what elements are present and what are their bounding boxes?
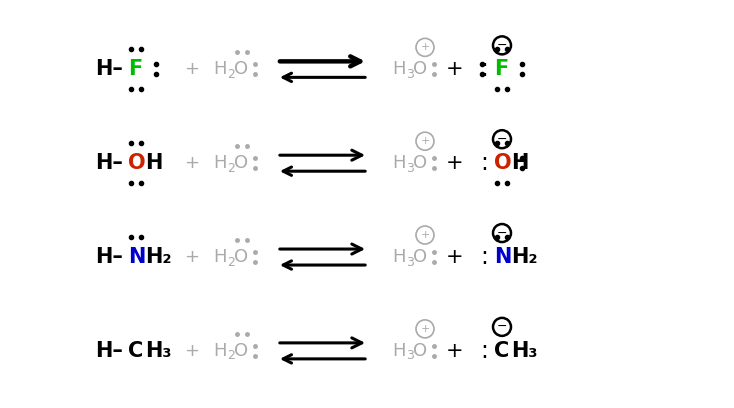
Text: :: :: [480, 245, 488, 269]
Text: :: :: [480, 151, 488, 175]
Text: +: +: [446, 59, 464, 80]
Text: H–: H–: [95, 59, 123, 80]
Text: 3: 3: [406, 162, 414, 175]
Text: +: +: [184, 248, 200, 266]
Text: H: H: [392, 342, 405, 360]
Text: 3: 3: [406, 349, 414, 362]
Text: F: F: [494, 59, 508, 80]
Text: H₂: H₂: [145, 247, 172, 267]
Text: H: H: [213, 248, 227, 266]
Text: :: :: [480, 58, 488, 81]
Text: 2: 2: [227, 349, 235, 362]
Text: +: +: [421, 136, 429, 146]
Text: H–: H–: [95, 247, 123, 267]
Text: H: H: [392, 60, 405, 78]
Text: O: O: [234, 248, 248, 266]
Text: H: H: [511, 153, 528, 173]
Text: H–: H–: [95, 153, 123, 173]
Text: O: O: [413, 342, 427, 360]
Text: 2: 2: [227, 255, 235, 268]
Text: +: +: [184, 154, 200, 172]
Text: O: O: [128, 153, 145, 173]
Text: −: −: [497, 226, 507, 239]
Text: F: F: [128, 59, 142, 80]
Text: O: O: [413, 60, 427, 78]
Text: 2: 2: [227, 68, 235, 81]
Text: H–: H–: [95, 341, 123, 361]
Text: C: C: [494, 341, 509, 361]
Text: −: −: [497, 39, 507, 52]
Text: H: H: [392, 248, 405, 266]
Text: N: N: [494, 247, 512, 267]
Text: 3: 3: [406, 68, 414, 81]
Text: −: −: [497, 133, 507, 146]
Text: H: H: [213, 60, 227, 78]
Text: O: O: [234, 154, 248, 172]
Text: +: +: [446, 341, 464, 361]
Text: O: O: [413, 248, 427, 266]
Text: H₃: H₃: [145, 341, 172, 361]
Text: 2: 2: [227, 162, 235, 175]
Text: H: H: [213, 342, 227, 360]
Text: −: −: [497, 320, 507, 333]
Text: H: H: [392, 154, 405, 172]
Text: +: +: [446, 247, 464, 267]
Text: H: H: [213, 154, 227, 172]
Text: C: C: [128, 341, 143, 361]
Text: 3: 3: [406, 255, 414, 268]
Text: +: +: [421, 42, 429, 52]
Text: H: H: [145, 153, 162, 173]
Text: +: +: [421, 230, 429, 240]
Text: +: +: [184, 342, 200, 360]
Text: O: O: [234, 60, 248, 78]
Text: O: O: [234, 342, 248, 360]
Text: N: N: [128, 247, 145, 267]
Text: +: +: [421, 324, 429, 334]
Text: O: O: [494, 153, 512, 173]
Text: +: +: [184, 60, 200, 78]
Text: +: +: [446, 153, 464, 173]
Text: H₃: H₃: [511, 341, 537, 361]
Text: H₂: H₂: [511, 247, 537, 267]
Text: :: :: [480, 339, 488, 363]
Text: O: O: [413, 154, 427, 172]
